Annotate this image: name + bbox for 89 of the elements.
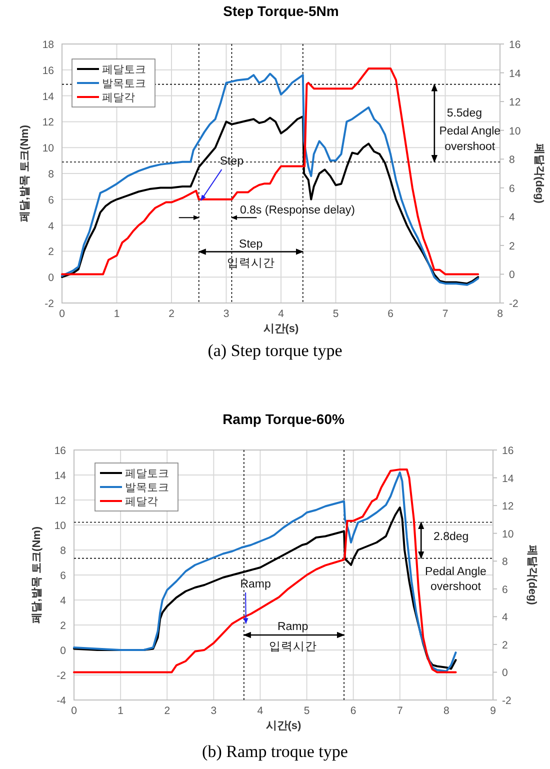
y2-tick-label: 12 xyxy=(509,96,521,109)
y2-tick-label: 4 xyxy=(509,212,515,224)
y2-tick-label: 12 xyxy=(502,500,514,513)
y-tick-label: 10 xyxy=(42,142,54,155)
x-tick-label: 3 xyxy=(210,705,217,717)
annotation: 0.8s (Response delay) xyxy=(240,204,356,217)
y2-tick-label: 16 xyxy=(502,445,514,457)
annotation: overshoot xyxy=(430,581,482,593)
y-tick-label: 6 xyxy=(60,570,66,582)
x-tick-label: 2 xyxy=(168,308,175,320)
annotation: Step xyxy=(220,155,244,168)
x-tick-label: 5 xyxy=(332,308,339,320)
y2-tick-label: 10 xyxy=(502,528,514,540)
y2-tick-label: 16 xyxy=(509,39,521,51)
chart-title: Step Torque-5Nm xyxy=(223,3,339,19)
y-tick-label: -2 xyxy=(56,670,66,682)
annotation: overshoot xyxy=(444,141,496,154)
x-tick-label: 5 xyxy=(304,705,310,717)
legend-label: 발목토크 xyxy=(125,482,169,494)
y-tick-label: 6 xyxy=(48,194,54,206)
y-tick-label: 2 xyxy=(48,246,54,258)
y-tick-label: 8 xyxy=(48,168,54,180)
y-tick-label: 16 xyxy=(42,64,54,77)
annotation: Pedal Angle xyxy=(425,566,486,578)
y-tick-label: 2 xyxy=(60,620,66,632)
y-tick-label: 16 xyxy=(54,445,66,457)
x-axis-title: 시간(s) xyxy=(263,323,300,335)
legend-label: 페달각 xyxy=(102,92,135,104)
y2-tick-label: -2 xyxy=(502,695,512,707)
y-tick-label: 18 xyxy=(42,39,54,51)
annotation: Ramp xyxy=(240,578,271,590)
y2-tick-label: 0 xyxy=(509,269,515,282)
legend-label: 페달각 xyxy=(125,496,158,508)
y-tick-label: 4 xyxy=(48,220,54,232)
y-tick-label: 0 xyxy=(60,645,66,657)
y2-tick-label: 2 xyxy=(509,240,515,252)
y-tick-label: 4 xyxy=(60,595,66,607)
annotation: 입력시간 xyxy=(268,641,317,653)
x-tick-label: 8 xyxy=(497,308,504,320)
x-tick-label: 7 xyxy=(442,308,448,320)
y2-tick-label: 14 xyxy=(502,472,514,485)
y2-tick-label: 10 xyxy=(509,125,521,138)
y-tick-label: 14 xyxy=(54,470,66,482)
x-tick-label: 3 xyxy=(223,308,230,320)
x-tick-label: 6 xyxy=(388,308,394,320)
y2-tick-label: 0 xyxy=(502,667,508,680)
text: (b) Ramp troque type xyxy=(202,742,348,761)
x-tick-label: 8 xyxy=(444,705,450,717)
x-axis-title: 시간(s) xyxy=(266,720,302,732)
y2-tick-label: 14 xyxy=(509,68,521,80)
y2-tick-label: 2 xyxy=(502,639,508,652)
legend-label: 페달토크 xyxy=(125,468,169,480)
legend-label: 발목토크 xyxy=(102,78,146,90)
y-tick-label: 14 xyxy=(42,90,54,103)
x-tick-label: 4 xyxy=(278,308,284,320)
y-tick-label: 12 xyxy=(42,116,54,129)
y-tick-label: 12 xyxy=(54,495,66,507)
x-tick-label: 2 xyxy=(164,705,170,717)
x-tick-label: 0 xyxy=(71,705,78,717)
x-tick-label: 7 xyxy=(396,705,403,717)
y2-tick-label: -2 xyxy=(509,298,518,310)
y2-tick-label: 8 xyxy=(509,154,515,166)
y-tick-label: 8 xyxy=(60,545,66,557)
y2-tick-label: 4 xyxy=(502,612,508,624)
annotation: 입력시간 xyxy=(226,258,275,270)
y2-tick-label: 8 xyxy=(502,556,508,568)
y-axis-title: 페달,발목 토크(Nm) xyxy=(31,526,43,624)
y-tick-label: 10 xyxy=(54,520,66,532)
y-tick-label: -4 xyxy=(56,695,66,707)
annotation: 2.8deg xyxy=(434,531,469,543)
annotation: Ramp xyxy=(277,621,308,633)
x-tick-label: 9 xyxy=(490,705,496,717)
y-tick-label: 0 xyxy=(48,272,54,284)
x-tick-label: 6 xyxy=(350,705,356,717)
chart-title: Ramp Torque-60% xyxy=(222,411,345,427)
y-tick-label: -2 xyxy=(44,298,54,310)
text: (a) Step torque type xyxy=(208,341,342,360)
y2-axis-title: 페달각(deg) xyxy=(533,144,545,204)
x-tick-label: 4 xyxy=(257,705,264,717)
y2-tick-label: 6 xyxy=(509,182,515,195)
y2-axis-title: 페달각(deg) xyxy=(526,545,538,606)
legend-label: 페달토크 xyxy=(102,64,146,76)
x-tick-label: 1 xyxy=(118,705,124,717)
y-axis-title: 페달,발목 토크(Nm) xyxy=(19,124,31,222)
annotation: Pedal Angle xyxy=(439,126,501,138)
annotation: 5.5deg xyxy=(446,108,482,120)
y2-tick-label: 6 xyxy=(502,584,508,596)
x-tick-label: 1 xyxy=(114,308,120,320)
annotation: Step xyxy=(239,238,263,250)
